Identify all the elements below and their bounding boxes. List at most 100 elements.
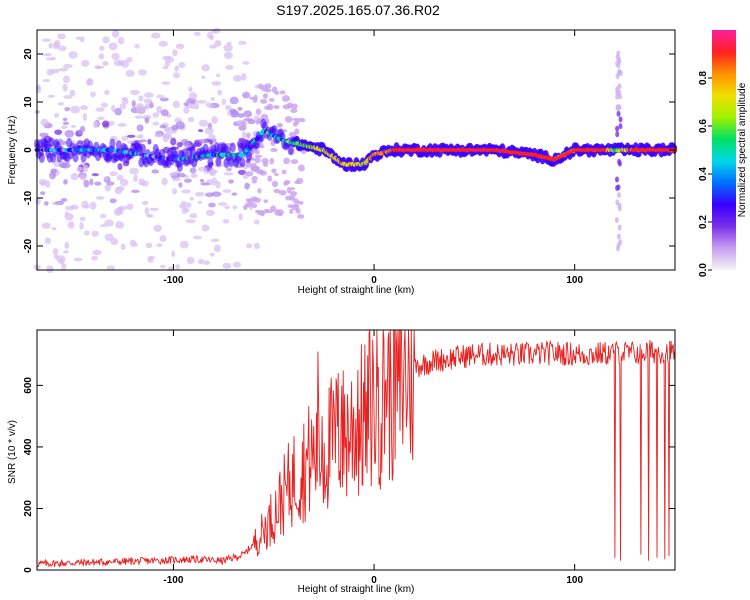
spectrogram-blob xyxy=(260,98,268,104)
spectrogram-blob xyxy=(190,173,198,178)
ridge-peak xyxy=(587,148,591,152)
ridge-peak xyxy=(523,152,527,156)
spectrogram-blob xyxy=(169,172,175,177)
ridge-peak xyxy=(535,153,539,157)
spectrogram-blob xyxy=(615,73,620,80)
spectrogram-blob xyxy=(203,260,211,266)
ridge-peak xyxy=(561,154,565,158)
spectrogram-blob xyxy=(241,92,249,99)
spectrogram-blob xyxy=(108,42,118,51)
ridge-peak xyxy=(585,148,589,152)
ridge-peak xyxy=(411,148,414,152)
ridge-peak xyxy=(407,148,410,152)
spectrogram-blob xyxy=(189,213,198,219)
ridge-peak xyxy=(665,148,669,152)
spectrogram-blob xyxy=(146,214,154,218)
spectrogram-blob xyxy=(75,36,82,40)
ridge-peak xyxy=(487,148,490,152)
spectrogram-blob xyxy=(50,168,57,174)
spectrogram-blob xyxy=(82,113,87,121)
spectrogram-blob xyxy=(89,201,97,210)
ridge-peak xyxy=(467,148,470,152)
spectrogram-blob xyxy=(81,200,89,209)
ridge-peak xyxy=(479,148,482,152)
spectrogram-blob xyxy=(145,242,153,249)
spectrogram-blob xyxy=(267,175,273,182)
spectrogram-blob xyxy=(201,64,210,72)
ridge-peak xyxy=(429,148,432,152)
spectrogram-blob xyxy=(161,55,172,60)
ridge-peak xyxy=(571,149,575,153)
spectrogram-blob xyxy=(126,134,136,138)
spectrogram-blob xyxy=(186,256,195,265)
spectrogram-blob xyxy=(615,131,620,138)
ridge-peak xyxy=(567,151,571,155)
spectrogram-blob xyxy=(211,191,222,197)
colorbar-tick-label: 0.8 xyxy=(698,71,709,85)
spectrogram-blob xyxy=(229,96,239,105)
spectrogram-blob xyxy=(208,168,217,177)
spectrogram-blob xyxy=(260,113,269,121)
spectrogram-blob xyxy=(143,98,153,104)
spectrogram-blob xyxy=(254,149,260,155)
spectrogram-blob xyxy=(159,264,166,269)
y-tick-label: 0 xyxy=(23,147,34,153)
spectrogram-blob xyxy=(225,167,230,171)
spectrogram-blob xyxy=(617,224,622,231)
ridge-halo xyxy=(119,152,126,163)
spectrogram-blob xyxy=(189,196,194,201)
spectrogram-blob xyxy=(273,172,279,176)
spectrogram-blob xyxy=(269,98,275,102)
ridge-peak xyxy=(655,148,659,152)
ridge-peak xyxy=(519,151,523,155)
spectrogram-blob xyxy=(615,93,620,100)
spectrogram-blob xyxy=(271,180,279,188)
spectrogram-blob xyxy=(262,93,269,99)
spectrogram-blob xyxy=(247,112,252,117)
spectrogram-blob xyxy=(183,106,190,114)
ridge-peak xyxy=(555,157,559,161)
spectrogram-blob xyxy=(214,40,222,47)
spectrogram-blob xyxy=(60,198,68,202)
spectrogram-blob xyxy=(205,102,212,108)
spectrogram-blob xyxy=(269,157,275,165)
spectrogram-blob xyxy=(44,237,52,245)
spectrogram-blob xyxy=(62,117,68,122)
spectrogram-blob xyxy=(80,161,86,165)
spectrogram-blob xyxy=(63,250,69,254)
ridge-peak xyxy=(471,148,474,152)
spectrogram-blob xyxy=(276,122,283,127)
spectrogram-blob xyxy=(172,188,178,195)
ridge-peak xyxy=(475,148,478,152)
spectrogram-blob xyxy=(131,189,140,193)
snr-series xyxy=(36,329,676,568)
ridge-peak xyxy=(593,148,597,152)
ridge-peak xyxy=(541,155,545,159)
ridge-peak xyxy=(521,151,525,155)
spectrogram-blob xyxy=(178,182,183,188)
spectrogram-blob xyxy=(106,181,115,186)
ridge-peak xyxy=(509,150,512,154)
spectrogram-blob xyxy=(221,98,227,106)
spectrogram-blob xyxy=(131,100,136,108)
spectrogram-blob xyxy=(144,207,149,215)
spectrogram-blob xyxy=(170,137,177,146)
spectrogram-blob xyxy=(237,106,243,111)
ridge-peak xyxy=(529,152,533,156)
ridge-peak xyxy=(547,156,551,160)
spectrogram-blob xyxy=(213,244,221,253)
spectrogram-blob xyxy=(73,257,83,262)
spectrogram-blob xyxy=(185,219,196,224)
spectrogram-blob xyxy=(178,62,186,68)
ridge-peak xyxy=(581,148,585,152)
spectrogram-blob xyxy=(210,238,220,243)
spectrogram-blob xyxy=(133,174,138,183)
spectrogram-blob xyxy=(114,107,122,116)
spectrogram-blob xyxy=(89,178,94,186)
spectrogram-blob xyxy=(252,97,258,103)
colorbar-tick-label: 0.4 xyxy=(698,167,709,181)
ridge-peak xyxy=(481,148,484,152)
spectrogram-blob xyxy=(187,116,195,123)
spectrogram-blob xyxy=(183,102,189,107)
ridge-peak xyxy=(473,148,476,152)
